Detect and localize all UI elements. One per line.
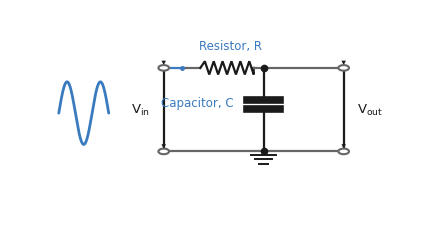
Circle shape [338, 149, 349, 155]
Text: Capacitor, C: Capacitor, C [161, 97, 234, 110]
Text: $\mathregular{V_{in}}$: $\mathregular{V_{in}}$ [131, 103, 150, 118]
Circle shape [338, 66, 349, 71]
Circle shape [158, 66, 169, 71]
Text: $\mathregular{V_{out}}$: $\mathregular{V_{out}}$ [357, 103, 384, 118]
Text: Resistor, R: Resistor, R [199, 40, 262, 52]
Circle shape [158, 149, 169, 155]
